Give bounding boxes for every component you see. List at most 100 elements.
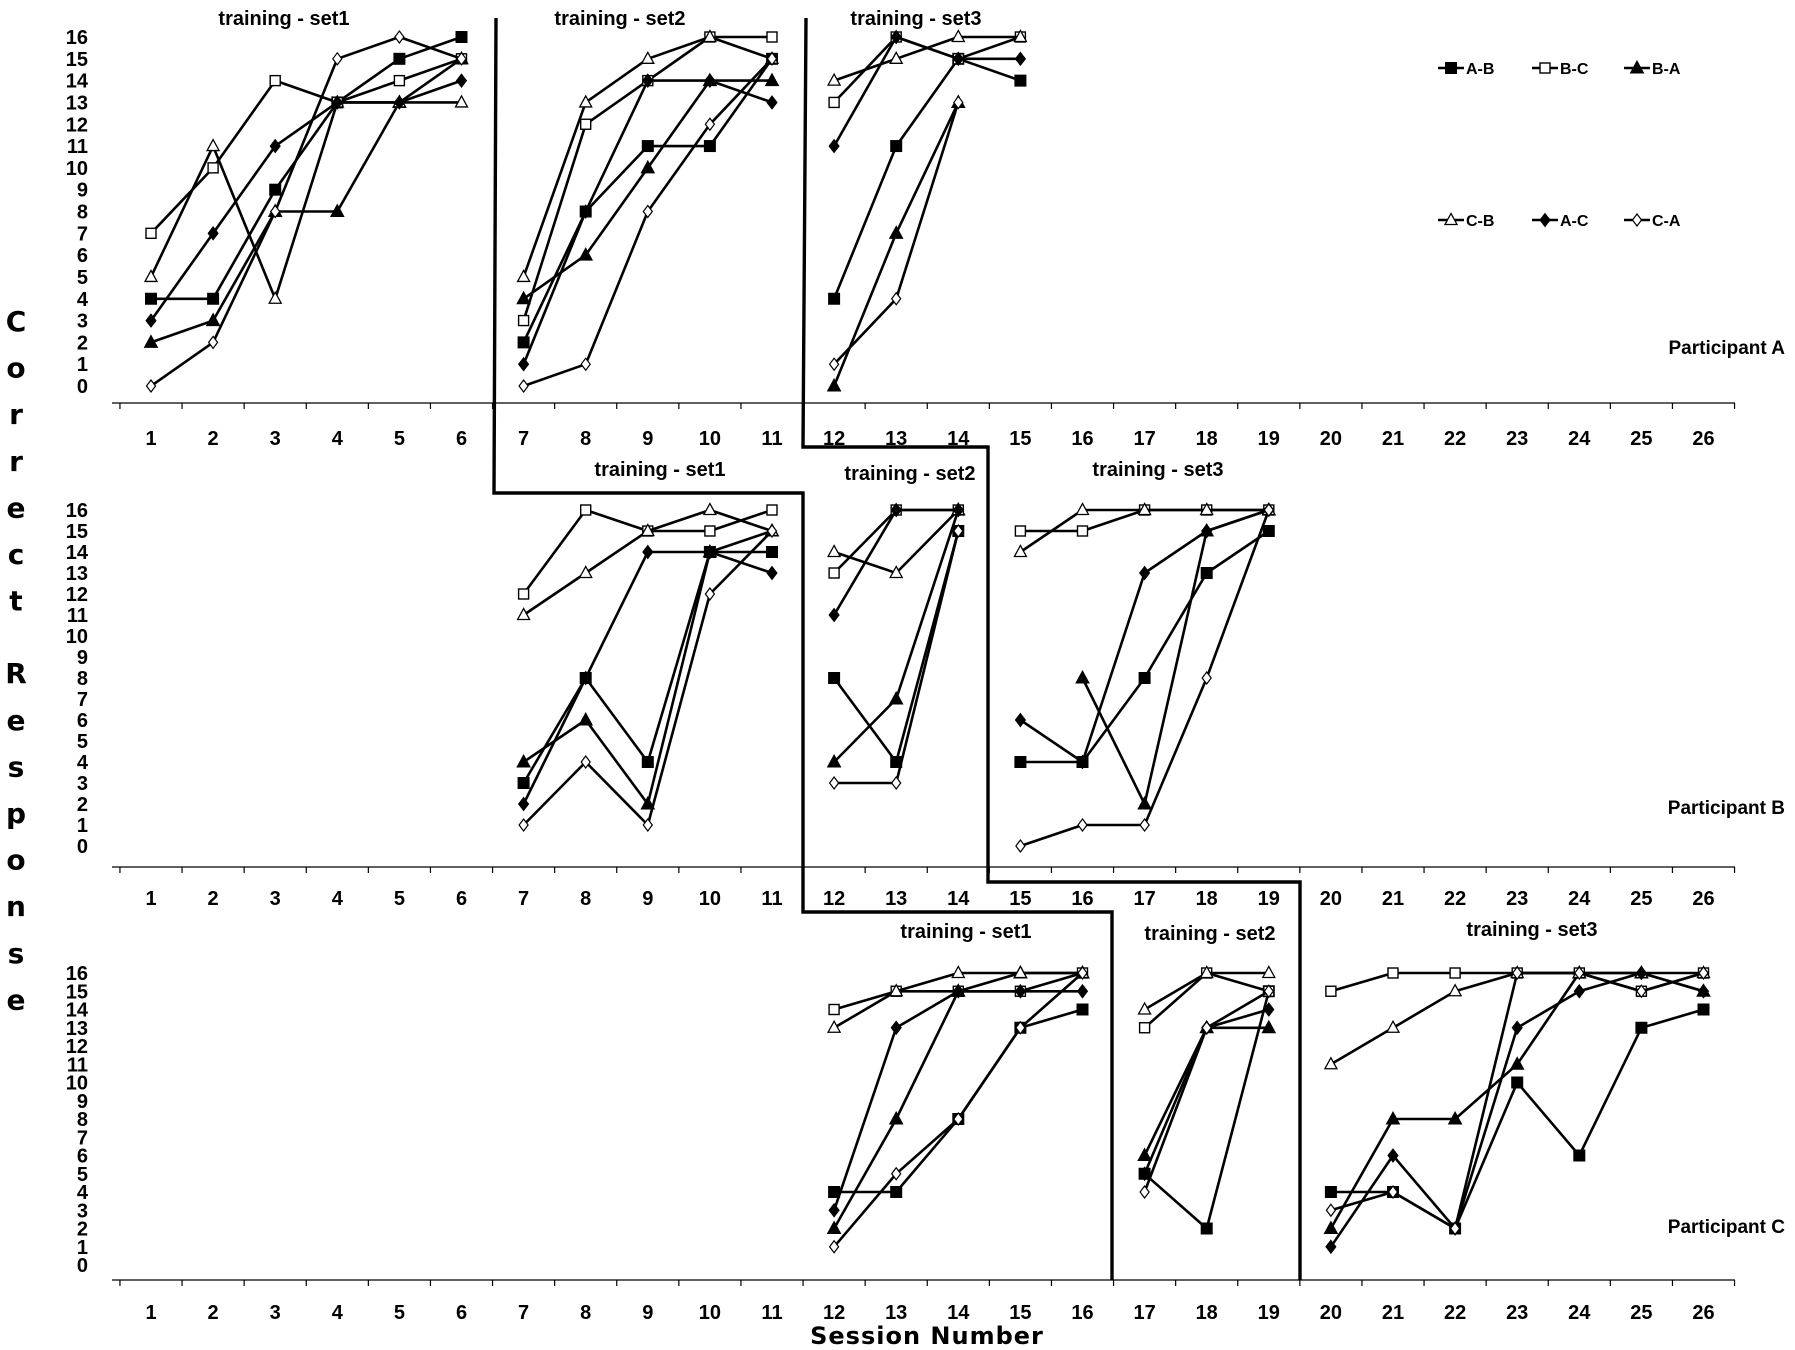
x-tick-label: 23 <box>1506 1302 1528 1324</box>
series-line-b-a <box>1329 971 1704 1230</box>
b-c-point <box>1449 967 1461 979</box>
y-axis-label-letter: o <box>6 844 25 877</box>
x-tick-label: 3 <box>270 1302 281 1324</box>
y-tick-label: 13 <box>66 563 88 585</box>
series-c-a <box>828 95 964 372</box>
x-tick-label: 8 <box>580 428 591 450</box>
x-tick-label: 3 <box>270 888 281 910</box>
b-c-point <box>1325 985 1337 997</box>
c-a-point <box>1263 503 1275 517</box>
a-c-point <box>952 502 964 518</box>
series-line-a-c <box>832 35 1021 147</box>
y-axis-label-letter: s <box>8 937 25 970</box>
legend-label: B-A <box>1652 61 1681 78</box>
b-c-point <box>766 31 778 43</box>
a-c-point <box>393 95 406 110</box>
c-a-point <box>953 95 964 110</box>
legend-item-a-c: A-C <box>1532 212 1589 230</box>
b-c-point <box>1539 62 1551 74</box>
x-tick-label: 20 <box>1320 428 1342 450</box>
c-a-point <box>953 524 964 538</box>
legend-label: A-C <box>1560 213 1589 230</box>
c-a-point <box>828 1239 840 1254</box>
a-b-point <box>207 292 220 305</box>
a-b-point <box>1697 1003 1710 1016</box>
c-b-point <box>578 94 593 108</box>
b-a-point <box>640 159 656 174</box>
legend-label: A-B <box>1466 61 1494 78</box>
panel-participant-c: 1 2 3 4 5 6 7 8 9 10 11 12 13 14 15 16 17 18 19 20 21 22 23 24 2… <box>66 919 1786 1324</box>
x-tick-label: 14 <box>947 428 970 450</box>
c-b-point <box>827 72 842 86</box>
x-tick-label: 23 <box>1506 428 1528 450</box>
y-tick-label: 16 <box>66 500 88 522</box>
c-a-point <box>1015 1020 1026 1035</box>
a-c-point <box>1263 1002 1275 1017</box>
x-tick-label: 24 <box>1568 428 1591 450</box>
series-b-a <box>826 94 966 392</box>
c-a-point <box>704 587 716 601</box>
x-tick-label: 4 <box>332 888 344 910</box>
a-b-point <box>1445 62 1457 74</box>
c-a-point <box>1263 984 1275 999</box>
legend: A-B B-C B-A C-B A-C C-A <box>1438 59 1681 230</box>
a-c-point <box>952 983 964 999</box>
participant-label: Participant C <box>1668 1217 1785 1238</box>
a-c-point <box>1138 1166 1151 1182</box>
a-b-point <box>828 292 841 305</box>
series-line-b-a <box>1143 1026 1269 1157</box>
c-b-point <box>889 565 904 579</box>
series-line-a-b <box>151 35 462 301</box>
y-tick-label: 16 <box>66 963 88 985</box>
legend-item-c-b: C-B <box>1438 212 1494 230</box>
c-b-point <box>640 523 655 537</box>
series-c-a <box>1325 966 1709 1236</box>
a-c-point <box>1076 983 1089 999</box>
b-c-point <box>1014 525 1027 537</box>
a-b-point <box>1014 74 1027 87</box>
c-b-point <box>268 290 283 304</box>
phase-title: training - set1 <box>900 921 1031 943</box>
y-axis-label-letter: n <box>6 890 26 923</box>
c-a-point <box>1449 1221 1461 1236</box>
series-line-c-b <box>1330 971 1704 1066</box>
x-tick-label: 6 <box>456 1302 467 1324</box>
series-b-a <box>826 964 1090 1234</box>
x-tick-label: 14 <box>947 1302 970 1324</box>
c-a-point <box>1201 671 1212 685</box>
series-line-a-c <box>1019 508 1270 764</box>
b-c-point <box>393 74 406 87</box>
y-tick-label: 13 <box>66 1018 88 1040</box>
c-a-point <box>1574 966 1585 980</box>
series-a-b <box>145 31 468 305</box>
series-a-b <box>1014 525 1275 768</box>
x-tick-label: 10 <box>699 888 721 910</box>
x-tick-label: 24 <box>1568 888 1591 910</box>
a-c-point <box>766 565 778 581</box>
a-c-point <box>145 313 157 328</box>
a-c-point <box>828 1202 840 1218</box>
y-axis-label-letter: C <box>6 305 27 338</box>
b-c-point <box>828 1003 840 1016</box>
y-tick-label: 5 <box>77 1164 88 1186</box>
series-line-c-a <box>833 972 1084 1248</box>
x-tick-label: 13 <box>885 1302 907 1324</box>
x-tick-label: 6 <box>456 428 467 450</box>
c-b-point <box>578 565 593 579</box>
y-tick-label: 5 <box>77 731 88 753</box>
x-tick-label: 7 <box>518 428 529 450</box>
y-tick-label: 1 <box>77 815 88 837</box>
series-c-a <box>1015 503 1275 853</box>
a-b-point <box>1138 672 1151 684</box>
c-b-point <box>1013 965 1028 979</box>
panel-participant-a: 1 2 3 4 5 6 7 8 9 10 11 12 13 14 15 16 17 18 19 20 21 22 23 24 2… <box>66 8 1786 450</box>
series-line-c-a <box>1330 971 1704 1230</box>
y-axis-label-letter: p <box>6 797 26 830</box>
b-a-point <box>205 312 221 327</box>
series-a-c <box>517 544 778 812</box>
x-tick-label: 5 <box>394 888 405 910</box>
x-tick-label: 21 <box>1382 428 1404 450</box>
a-c-point <box>704 73 716 88</box>
a-b-point <box>1076 1003 1089 1016</box>
y-tick-label: 0 <box>77 836 88 858</box>
